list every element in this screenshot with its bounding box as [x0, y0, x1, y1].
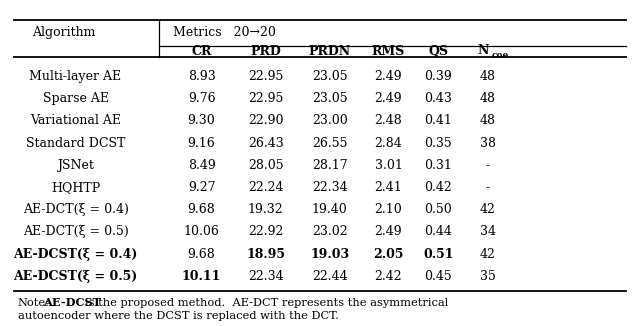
Text: CR: CR	[191, 45, 212, 58]
Text: 8.93: 8.93	[188, 70, 216, 83]
Text: 28.17: 28.17	[312, 159, 348, 172]
Text: Metrics   20→20: Metrics 20→20	[173, 26, 275, 39]
Text: 42: 42	[480, 203, 495, 216]
Text: 19.32: 19.32	[248, 203, 284, 216]
Text: 0.31: 0.31	[424, 159, 452, 172]
Text: autoencoder where the DCST is replaced with the DCT.: autoencoder where the DCST is replaced w…	[18, 311, 339, 320]
Text: 23.00: 23.00	[312, 114, 348, 127]
Text: Sparse AE: Sparse AE	[42, 92, 109, 105]
Text: AE-DCST: AE-DCST	[44, 297, 102, 308]
Text: 2.49: 2.49	[374, 92, 403, 105]
Text: 0.42: 0.42	[424, 181, 452, 194]
Text: 2.41: 2.41	[374, 181, 403, 194]
Text: 10.06: 10.06	[184, 226, 220, 238]
Text: N: N	[477, 44, 489, 57]
Text: 0.44: 0.44	[424, 226, 452, 238]
Text: QS: QS	[428, 45, 449, 58]
Text: 22.34: 22.34	[248, 270, 284, 283]
Text: is the proposed method.  AE-DCT represents the asymmetrical: is the proposed method. AE-DCT represent…	[85, 298, 449, 307]
Text: 10.11: 10.11	[182, 270, 221, 283]
Text: -: -	[486, 181, 490, 194]
Text: 8.49: 8.49	[188, 159, 216, 172]
Text: 35: 35	[480, 270, 495, 283]
Text: 0.50: 0.50	[424, 203, 452, 216]
Text: 22.34: 22.34	[312, 181, 348, 194]
Text: Variational AE: Variational AE	[30, 114, 121, 127]
Text: PRDN: PRDN	[308, 45, 351, 58]
Text: 2.49: 2.49	[374, 70, 403, 83]
Text: RMS: RMS	[372, 45, 405, 58]
Text: coe: coe	[492, 51, 509, 60]
Text: 23.05: 23.05	[312, 92, 348, 105]
Text: 26.55: 26.55	[312, 137, 348, 150]
Text: 0.39: 0.39	[424, 70, 452, 83]
Text: 9.68: 9.68	[188, 248, 216, 261]
Text: 9.16: 9.16	[188, 137, 216, 150]
Text: PRD: PRD	[250, 45, 281, 58]
Text: 48: 48	[480, 92, 496, 105]
Text: 2.42: 2.42	[374, 270, 403, 283]
Text: 2.05: 2.05	[373, 248, 404, 261]
Text: 22.95: 22.95	[248, 70, 284, 83]
Text: AE-DCT(ξ = 0.5): AE-DCT(ξ = 0.5)	[22, 226, 129, 238]
Text: 0.43: 0.43	[424, 92, 452, 105]
Text: 9.68: 9.68	[188, 203, 216, 216]
Text: AE-DCST(ξ = 0.4): AE-DCST(ξ = 0.4)	[13, 248, 138, 261]
Text: 0.35: 0.35	[424, 137, 452, 150]
Text: 0.51: 0.51	[423, 248, 454, 261]
Text: 0.41: 0.41	[424, 114, 452, 127]
Text: 22.90: 22.90	[248, 114, 284, 127]
Text: 9.27: 9.27	[188, 181, 215, 194]
Text: Standard DCST: Standard DCST	[26, 137, 125, 150]
Text: 2.10: 2.10	[374, 203, 403, 216]
Text: 22.44: 22.44	[312, 270, 348, 283]
Text: 2.48: 2.48	[374, 114, 403, 127]
Text: 2.84: 2.84	[374, 137, 403, 150]
Text: Multi-layer AE: Multi-layer AE	[29, 70, 122, 83]
Text: 19.03: 19.03	[310, 248, 349, 261]
Text: 26.43: 26.43	[248, 137, 284, 150]
Text: 9.76: 9.76	[188, 92, 216, 105]
Text: Note:: Note:	[18, 298, 50, 307]
Text: 9.30: 9.30	[188, 114, 216, 127]
Text: AE-DCT(ξ = 0.4): AE-DCT(ξ = 0.4)	[22, 203, 129, 216]
Text: 23.02: 23.02	[312, 226, 348, 238]
Text: Algorithm: Algorithm	[32, 26, 96, 39]
Text: 34: 34	[480, 226, 496, 238]
Text: 22.24: 22.24	[248, 181, 284, 194]
Text: AE-DCST(ξ = 0.5): AE-DCST(ξ = 0.5)	[13, 270, 138, 283]
Text: 28.05: 28.05	[248, 159, 284, 172]
Text: 38: 38	[480, 137, 496, 150]
Text: HQHTP: HQHTP	[51, 181, 100, 194]
Text: 48: 48	[480, 114, 496, 127]
Text: 19.40: 19.40	[312, 203, 348, 216]
Text: 0.45: 0.45	[424, 270, 452, 283]
Text: -: -	[486, 159, 490, 172]
Text: 18.95: 18.95	[246, 248, 285, 261]
Text: 23.05: 23.05	[312, 70, 348, 83]
Text: 42: 42	[480, 248, 495, 261]
Text: 22.92: 22.92	[248, 226, 284, 238]
Text: JSNet: JSNet	[57, 159, 94, 172]
Text: 3.01: 3.01	[374, 159, 403, 172]
Text: 48: 48	[480, 70, 496, 83]
Text: 22.95: 22.95	[248, 92, 284, 105]
Text: 2.49: 2.49	[374, 226, 403, 238]
